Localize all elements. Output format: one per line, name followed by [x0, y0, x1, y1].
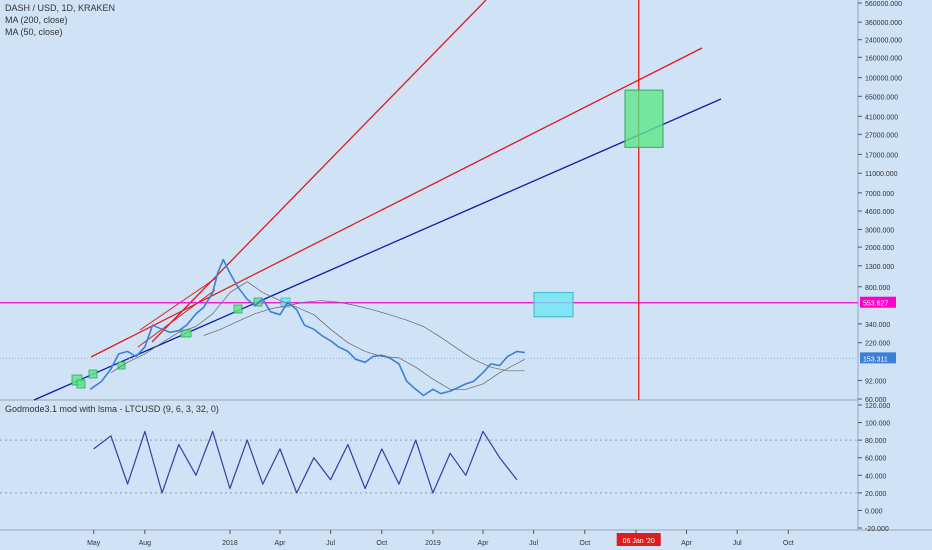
price-tick-label-13: 2000.000: [865, 245, 894, 252]
oscillator-layer: [93, 430, 518, 494]
price-tick-label-8: 17000.000: [865, 152, 898, 159]
time-tick-label-3: Apr: [275, 540, 287, 547]
axis-badges: 553.627 153.311 06 Jan '20: [616, 296, 896, 546]
price-tick-label-5: 65000.000: [865, 94, 898, 101]
oscillator-series-line-0: [93, 430, 518, 494]
marker-date-badge-bg: [616, 533, 661, 546]
price-tick-label-12: 3000.000: [865, 228, 894, 235]
price-tick-label-3: 160000.000: [865, 55, 902, 62]
green-target-box: [624, 89, 664, 148]
time-tick-label-11: Apr: [681, 540, 693, 547]
price-tick-label-2: 240000.000: [865, 38, 902, 45]
osc-tick-label-0: 120.000: [865, 403, 890, 410]
legend-ma200[interactable]: MA (200, close): [5, 15, 68, 25]
marker-date-badge-text: 06 Jan '20: [623, 538, 655, 545]
green-marker-box-1: [76, 379, 86, 389]
time-tick-label-8: Jul: [529, 540, 538, 547]
price-tick-label-11: 4600.000: [865, 209, 894, 216]
time-tick-label-13: Oct: [783, 540, 794, 547]
time-tick-label-6: 2019: [425, 540, 441, 547]
time-tick-label-4: Jul: [326, 540, 335, 547]
time-tick-label-12: Jul: [733, 540, 742, 547]
legend-symbol[interactable]: DASH / USD, 1D, KRAKEN: [5, 3, 116, 13]
red-trend-line-steep: [151, 0, 487, 343]
time-tick-label-2: 2018: [222, 540, 238, 547]
osc-tick-label-7: -20.000: [865, 526, 889, 533]
green-marker-box-6: [253, 297, 263, 307]
osc-tick-label-4: 40.000: [865, 473, 887, 480]
red-trend-line-short-a: [137, 289, 216, 348]
osc-tick-label-5: 20.000: [865, 491, 887, 498]
ma200-series-line: [203, 300, 525, 372]
level-price-badge-bg: [860, 296, 896, 308]
cyan-zone-box: [533, 292, 574, 318]
price-tick-label-18: 220.000: [865, 341, 890, 348]
price-tick-label-14: 1300.000: [865, 264, 894, 271]
price-tick-label-17: 340.000: [865, 322, 890, 329]
osc-tick-label-6: 0.000: [865, 508, 883, 515]
price-tick-label-21: 60.000: [865, 397, 887, 404]
osc-tick-label-3: 60.000: [865, 456, 887, 463]
time-tick-label-9: Oct: [579, 540, 590, 547]
drawings-layer: [0, 0, 858, 401]
red-trend-line-upper-channel: [90, 47, 703, 358]
green-marker-box-3: [117, 361, 126, 370]
price-tick-label-9: 11000.000: [865, 171, 898, 178]
osc-tick-label-2: 80.000: [865, 438, 887, 445]
price-tick-label-10: 7000.000: [865, 191, 894, 198]
price-axis-ticks: 560000.000 360000.000 240000.000 160000.000…: [858, 1, 902, 404]
legend: DASH / USD, 1D, KRAKEN MA (200, close) M…: [5, 2, 115, 38]
grid-layer: [0, 439, 858, 494]
series-layer: [89, 258, 525, 397]
price-tick-label-20: 92.000: [865, 378, 887, 385]
price-tick-label-7: 27000.000: [865, 132, 898, 139]
green-marker-box-2: [88, 369, 98, 379]
osc-tick-label-1: 100.000: [865, 421, 890, 428]
oscillator-axis-ticks: 120.000 100.000 80.000 60.000 40.000 20.000 0.…: [858, 403, 890, 533]
price-tick-label-6: 41000.000: [865, 114, 898, 121]
price-tick-label-1: 360000.000: [865, 20, 902, 27]
price-tick-label-0: 560000.000: [865, 1, 902, 8]
time-tick-label-1: Aug: [139, 540, 152, 547]
time-tick-label-0: May: [87, 540, 101, 547]
green-marker-box-5: [233, 304, 243, 314]
red-trend-line-short-b: [139, 277, 217, 331]
current-price-badge-bg: [860, 352, 896, 364]
blue-trend-line: [33, 98, 722, 401]
time-tick-label-7: Apr: [478, 540, 490, 547]
price-series-line: [89, 258, 525, 397]
ma50-series-line: [110, 281, 525, 390]
price-tick-label-15: 800.000: [865, 285, 890, 292]
level-price-badge-text: 553.627: [863, 301, 888, 308]
oscillator-title[interactable]: Godmode3.1 mod with lsma - LTCUSD (9, 6,…: [5, 404, 219, 414]
current-price-badge-text: 153.311: [863, 356, 888, 363]
price-tick-label-4: 100000.000: [865, 76, 902, 83]
time-tick-label-5: Oct: [376, 540, 387, 547]
legend-ma50[interactable]: MA (50, close): [5, 27, 63, 37]
